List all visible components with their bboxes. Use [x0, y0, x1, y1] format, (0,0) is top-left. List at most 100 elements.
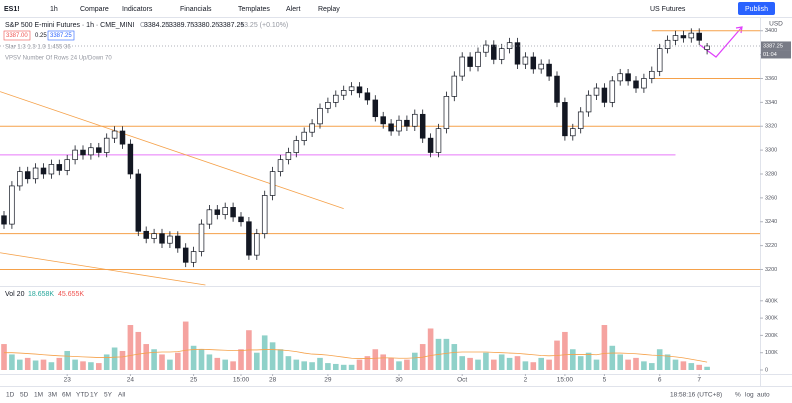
volume-tick-label: 300K [765, 316, 778, 322]
trendline[interactable] [0, 252, 206, 286]
candle-body [696, 32, 702, 41]
x-tick-label: 7 [697, 377, 701, 384]
volume-bar [135, 331, 142, 370]
publish-label[interactable]: Publish [745, 6, 768, 13]
candle-body [443, 96, 450, 129]
scale-option[interactable]: log [745, 392, 754, 399]
volume-legend-name: Vol 20 [5, 291, 25, 298]
candle-body [625, 73, 631, 82]
volume-bar [277, 349, 284, 370]
toolbar-item[interactable]: Replay [318, 6, 340, 13]
y-tick-label: 3400 [765, 28, 777, 34]
volume-bar [577, 356, 584, 370]
volume-bar [570, 349, 576, 370]
toolbar-item[interactable]: Financials [180, 6, 212, 13]
toolbar-item[interactable]: Alert [286, 6, 300, 13]
candle-body [277, 159, 284, 172]
countdown-box [761, 50, 791, 59]
candle-body [261, 195, 268, 235]
volume-bar [451, 344, 458, 370]
volume-legend-value: 18.658K [28, 291, 54, 298]
range-button[interactable]: 5Y [104, 392, 113, 399]
market[interactable]: US Futures [650, 6, 686, 13]
trendline[interactable] [0, 91, 344, 209]
candle-body [24, 171, 31, 180]
volume-bar [641, 361, 647, 370]
ohlc-value: 3380.25 [194, 22, 219, 29]
volume-bar [317, 357, 323, 370]
range-button[interactable]: 1D [6, 392, 15, 399]
volume-bar [475, 359, 481, 370]
volume-bar [340, 364, 347, 370]
candle-body [633, 80, 639, 89]
ask-box[interactable] [47, 30, 75, 41]
y-tick-label: 3240 [765, 219, 777, 225]
candle-body [593, 87, 600, 96]
bid[interactable]: 3387.00 [6, 33, 28, 39]
range-button[interactable]: All [118, 392, 126, 399]
volume-bar [40, 359, 47, 370]
toolbar-item[interactable]: Compare [80, 6, 109, 13]
volume-bar [609, 345, 616, 370]
range-button[interactable]: YTD [76, 392, 89, 399]
x-tick-label: 15:00 [557, 377, 574, 384]
symbol[interactable]: ES1! [4, 6, 20, 13]
candle-body [159, 233, 165, 244]
toolbar-item[interactable]: Templates [238, 6, 270, 13]
y-tick-label: 3300 [765, 148, 777, 154]
range-button[interactable]: 6M [62, 392, 71, 399]
volume-bar [159, 354, 165, 370]
volume-bar [696, 364, 702, 370]
candle-body [609, 80, 616, 103]
volume-bar [48, 362, 55, 370]
candle-body [206, 209, 213, 225]
interval[interactable]: 1h [50, 6, 58, 13]
candle-body [688, 32, 695, 39]
candle-body [412, 113, 418, 127]
x-tick-label: 2 [524, 377, 528, 384]
volume-bar [585, 352, 592, 370]
toolbar-item[interactable]: Indicators [122, 6, 153, 13]
volume-bar [301, 361, 307, 370]
range-button[interactable]: 1Y [90, 392, 99, 399]
ask[interactable]: 3387.25 [50, 33, 72, 39]
bid-box[interactable] [3, 30, 31, 41]
candle-body [348, 86, 355, 91]
candle-body [9, 185, 15, 225]
candle-body [103, 137, 110, 153]
range-button[interactable]: 1M [34, 392, 43, 399]
candle-body [246, 221, 252, 256]
volume-bar [617, 354, 623, 370]
y-tick-label: 3220 [765, 243, 777, 249]
candle-body [435, 128, 442, 153]
y-tick-label: 3200 [765, 267, 777, 273]
volume-bar [538, 357, 544, 370]
candle-body [269, 171, 276, 196]
candle-body [388, 123, 394, 132]
candle-body [546, 63, 552, 77]
volume-bar [103, 354, 110, 370]
volume-bar [404, 359, 410, 370]
volume-bar [680, 361, 687, 370]
scale-option[interactable]: % [735, 392, 741, 399]
volume-bar [190, 345, 197, 370]
candle-body [214, 209, 221, 215]
candle-body [680, 35, 687, 39]
publish-button[interactable] [738, 2, 775, 15]
volume-bar [32, 360, 39, 370]
scale-option[interactable]: auto [757, 392, 770, 399]
volume-bar [309, 362, 315, 370]
volume-bar [427, 328, 434, 370]
candle-body [491, 44, 497, 60]
countdown-label: 01:04 [763, 52, 777, 58]
range-button[interactable]: 5D [20, 392, 29, 399]
candle-body [40, 167, 47, 175]
volume-bar [333, 363, 339, 370]
candle-body [364, 92, 371, 101]
candle-body [404, 119, 410, 127]
volume-bar [111, 347, 118, 370]
range-button[interactable]: 3M [48, 392, 57, 399]
y-tick-label: 3320 [765, 124, 777, 130]
volume-bar [230, 361, 236, 370]
candle-body [17, 171, 23, 187]
